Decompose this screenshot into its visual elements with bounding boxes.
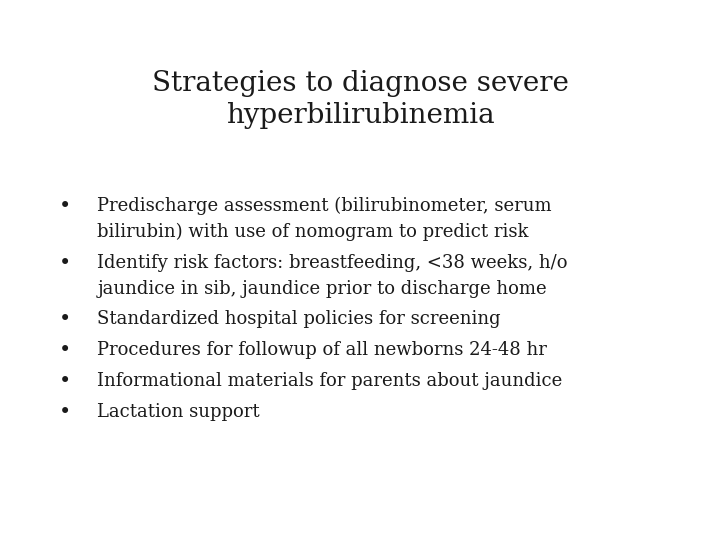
Text: •: • — [58, 372, 71, 391]
Text: Procedures for followup of all newborns 24-48 hr: Procedures for followup of all newborns … — [97, 341, 547, 359]
Text: jaundice in sib, jaundice prior to discharge home: jaundice in sib, jaundice prior to disch… — [97, 280, 546, 298]
Text: bilirubin) with use of nomogram to predict risk: bilirubin) with use of nomogram to predi… — [97, 223, 528, 241]
Text: •: • — [58, 310, 71, 329]
Text: Informational materials for parents about jaundice: Informational materials for parents abou… — [97, 372, 562, 390]
Text: •: • — [58, 341, 71, 360]
Text: •: • — [58, 254, 71, 273]
Text: Strategies to diagnose severe
hyperbilirubinemia: Strategies to diagnose severe hyperbilir… — [152, 70, 568, 130]
Text: Identify risk factors: breastfeeding, <38 weeks, h/o: Identify risk factors: breastfeeding, <3… — [97, 254, 567, 272]
Text: •: • — [58, 403, 71, 422]
Text: Standardized hospital policies for screening: Standardized hospital policies for scree… — [97, 310, 501, 328]
Text: Predischarge assessment (bilirubinometer, serum: Predischarge assessment (bilirubinometer… — [97, 197, 552, 215]
Text: Lactation support: Lactation support — [97, 403, 260, 421]
Text: •: • — [58, 197, 71, 216]
